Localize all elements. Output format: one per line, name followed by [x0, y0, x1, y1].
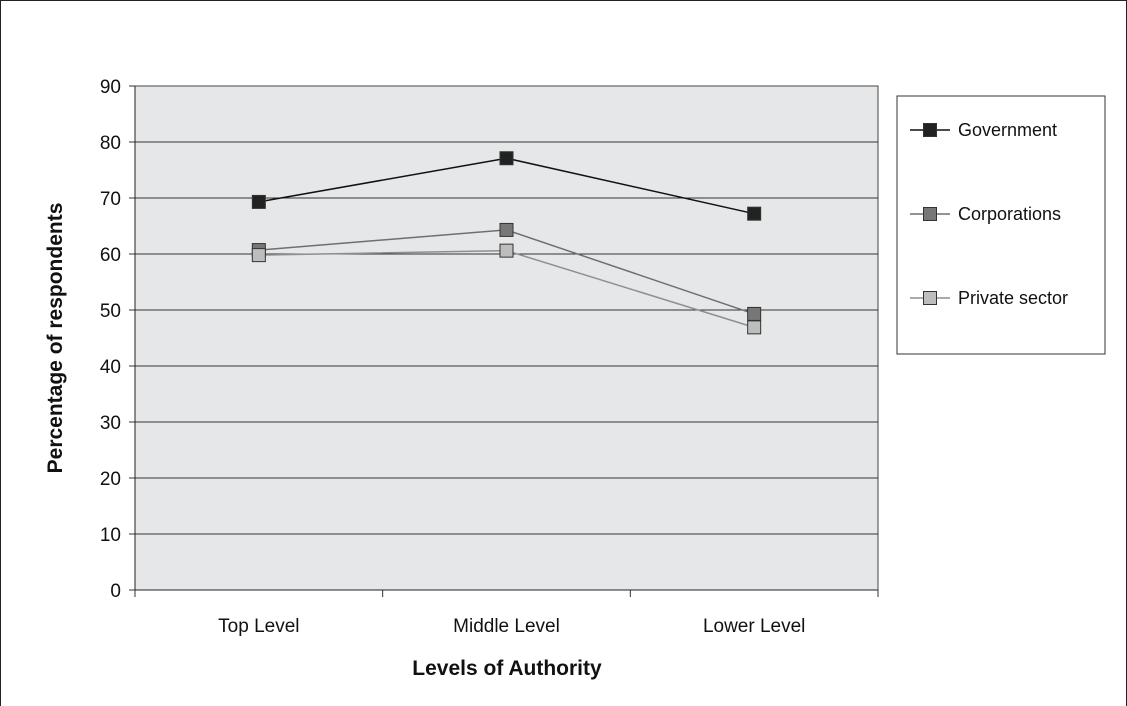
data-point — [747, 320, 762, 335]
legend-label: Government — [958, 120, 1057, 140]
y-tick-label: 30 — [100, 413, 121, 434]
y-axis-title: Percentage of respondents — [44, 203, 67, 474]
y-tick-label: 60 — [100, 245, 121, 266]
data-point — [251, 248, 266, 263]
legend-marker — [923, 207, 937, 221]
y-tick-label: 70 — [100, 189, 121, 210]
legend-item: Private sector — [910, 288, 1068, 308]
x-axis-title: Levels of Authority — [412, 657, 602, 680]
data-point — [251, 194, 266, 209]
y-tick-label: 80 — [100, 133, 121, 154]
series-2 — [251, 243, 762, 335]
x-tick-labels: Top Level Middle Level Lower Level — [218, 616, 805, 637]
legend-label: Corporations — [958, 204, 1061, 224]
legend: Government Corporations Private sector — [896, 95, 1106, 355]
data-point — [747, 306, 762, 321]
y-tick-label: 20 — [100, 469, 121, 490]
x-tick-label: Middle Level — [453, 616, 560, 637]
y-tick-label: 90 — [100, 77, 121, 98]
y-tick-label: 0 — [110, 581, 121, 602]
legend-marker — [923, 291, 937, 305]
data-point — [747, 206, 762, 221]
plot-area — [134, 85, 879, 591]
axes — [129, 85, 879, 597]
legend-box — [896, 95, 1106, 355]
data-point — [499, 222, 514, 237]
legend-item: Government — [910, 120, 1057, 140]
legend-marker — [923, 123, 937, 137]
series-group — [251, 151, 762, 335]
x-tick-label: Top Level — [218, 616, 299, 637]
series-0 — [251, 151, 762, 221]
data-point — [499, 243, 514, 258]
y-tick-labels: 0 10 20 30 40 50 60 70 80 90 — [100, 77, 121, 602]
x-tick-label: Lower Level — [703, 616, 805, 637]
y-tick-label: 40 — [100, 357, 121, 378]
y-tick-label: 10 — [100, 525, 121, 546]
legend-item: Corporations — [910, 204, 1061, 224]
y-tick-label: 50 — [100, 301, 121, 322]
data-point — [499, 151, 514, 166]
legend-label: Private sector — [958, 288, 1068, 308]
